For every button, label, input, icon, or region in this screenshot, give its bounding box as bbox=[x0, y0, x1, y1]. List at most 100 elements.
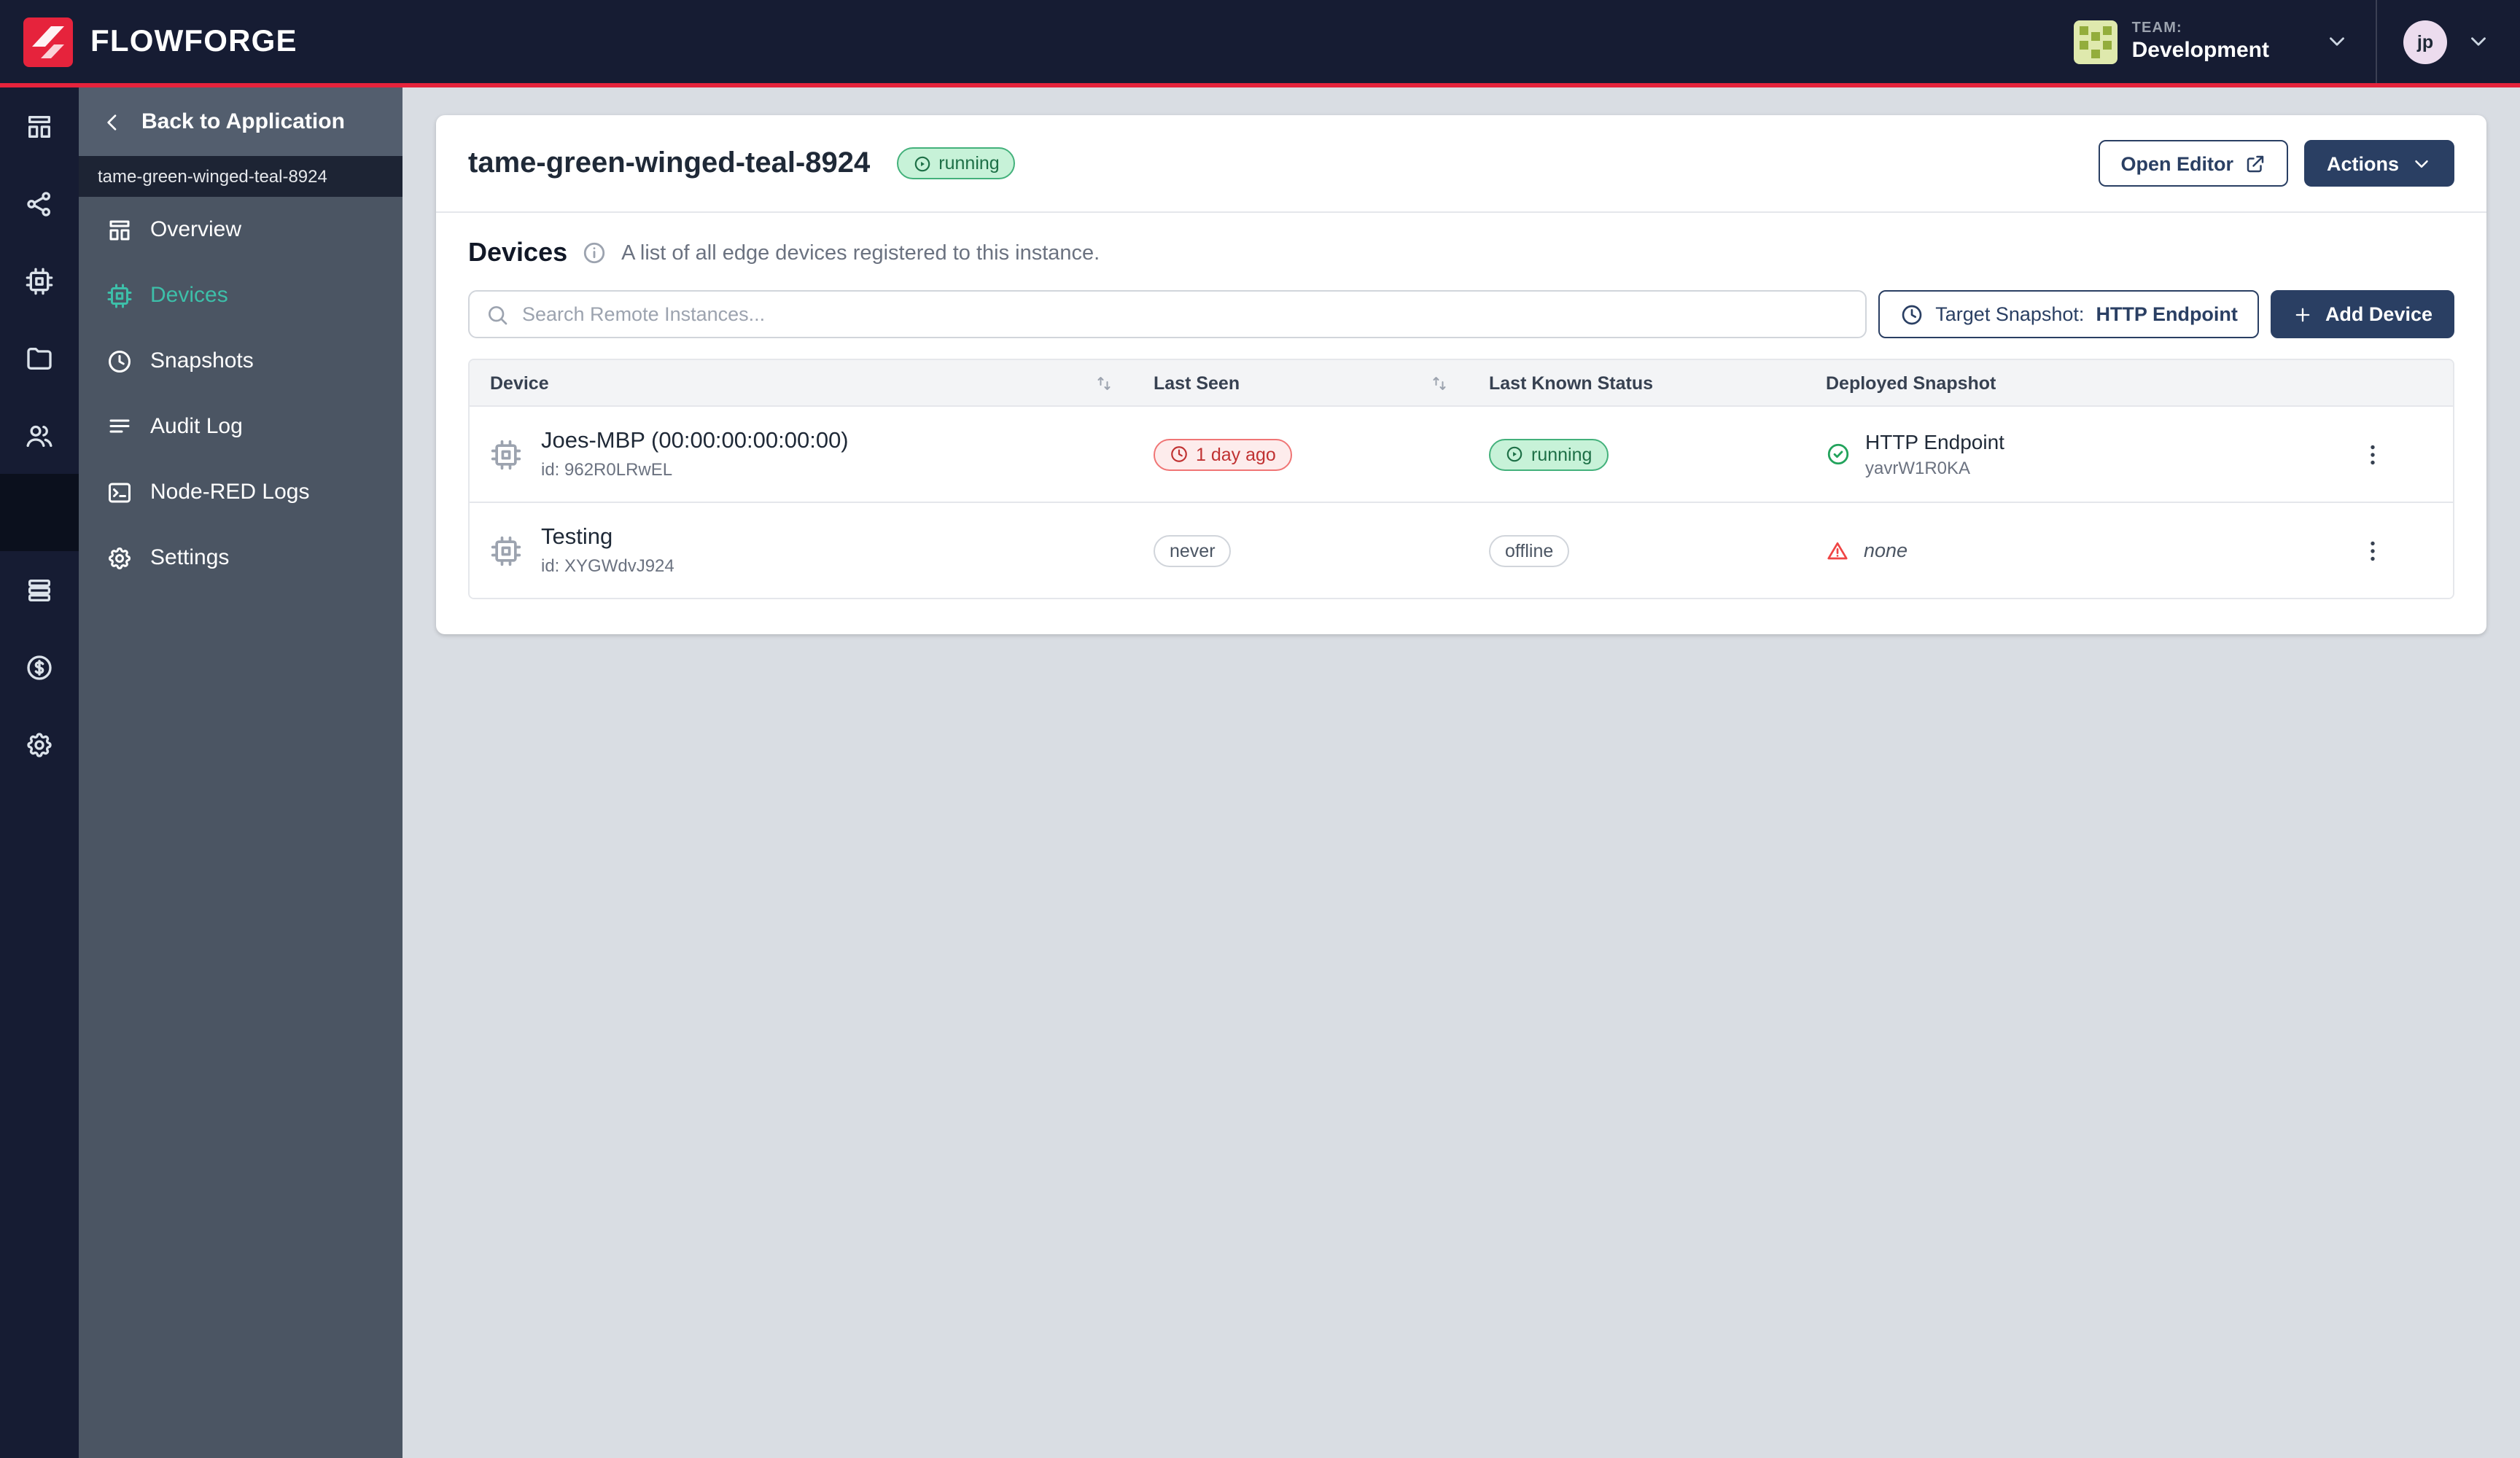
check-circle-icon bbox=[1827, 443, 1849, 465]
add-device-button[interactable]: Add Device bbox=[2271, 290, 2454, 338]
instance-header: tame-green-winged-teal-8924 running Open… bbox=[436, 115, 2486, 213]
device-cell: Testing id: XYGWdvJ924 bbox=[470, 525, 1133, 576]
list-icon bbox=[109, 418, 130, 432]
sidebar-item-label: Node-RED Logs bbox=[150, 480, 310, 504]
sidebar-item-settings[interactable]: Settings bbox=[79, 525, 402, 590]
row-menu-button[interactable] bbox=[2354, 531, 2392, 569]
rail-item-library[interactable] bbox=[0, 319, 79, 397]
sidebar-item-label: Settings bbox=[150, 545, 230, 570]
brand-home-link[interactable]: FLOWFORGE bbox=[23, 17, 298, 66]
deployed-snapshot-cell: HTTP Endpoint yavrW1R0KA bbox=[1805, 430, 2292, 478]
navbar-divider bbox=[2376, 0, 2377, 83]
last-seen-badge: never bbox=[1154, 534, 1232, 566]
actions-button[interactable]: Actions bbox=[2304, 140, 2454, 187]
status-badge: offline bbox=[1489, 534, 1570, 566]
user-menu[interactable]: jp bbox=[2403, 20, 2491, 63]
gear-icon bbox=[109, 547, 131, 569]
header-actions: Open Editor Actions bbox=[2099, 140, 2454, 187]
table-row[interactable]: Joes-MBP (00:00:00:00:00:00) id: 962R0LR… bbox=[470, 405, 2453, 502]
section-head: Devices A list of all edge devices regis… bbox=[468, 238, 2454, 268]
section-title: Devices bbox=[468, 238, 568, 267]
instance-status-label: running bbox=[938, 153, 1000, 174]
section-description: A list of all edge devices registered to… bbox=[621, 241, 1100, 265]
search-input[interactable] bbox=[522, 303, 1850, 325]
sidebar-item-node-red-logs[interactable]: Node-RED Logs bbox=[79, 459, 402, 525]
column-header-last-known-status: Last Known Status bbox=[1489, 373, 1654, 393]
table-row[interactable]: Testing id: XYGWdvJ924 never offline bbox=[470, 502, 2453, 598]
team-name: Development bbox=[2131, 37, 2269, 62]
sidebar-item-snapshots[interactable]: Snapshots bbox=[79, 328, 402, 394]
row-actions-cell bbox=[2292, 435, 2453, 473]
row-actions-cell bbox=[2292, 531, 2453, 569]
play-circle-icon bbox=[1506, 446, 1522, 462]
rail-item-devices[interactable] bbox=[0, 242, 79, 319]
sidebar-item-label: Audit Log bbox=[150, 414, 243, 439]
target-snapshot-button[interactable]: Target Snapshot: HTTP Endpoint bbox=[1878, 290, 2260, 338]
target-snapshot-value: HTTP Endpoint bbox=[2096, 303, 2238, 325]
chevron-down-icon bbox=[2471, 37, 2486, 46]
column-header-deployed-snapshot: Deployed Snapshot bbox=[1826, 373, 1996, 393]
sort-icon bbox=[1433, 376, 1446, 389]
info-icon bbox=[583, 242, 605, 264]
rail-item-members[interactable] bbox=[0, 397, 79, 474]
open-editor-button[interactable]: Open Editor bbox=[2099, 140, 2289, 187]
column-header-last-seen[interactable]: Last Seen bbox=[1133, 360, 1469, 405]
rail-item-billing[interactable] bbox=[0, 628, 79, 706]
sidebar-item-label: Overview bbox=[150, 217, 242, 242]
back-to-application-button[interactable]: Back to Application bbox=[79, 87, 402, 156]
deployed-snapshot-cell: none bbox=[1805, 539, 2292, 562]
rail-item-pipelines[interactable] bbox=[0, 165, 79, 242]
device-name: Testing bbox=[541, 525, 613, 550]
chip-icon bbox=[491, 439, 521, 469]
rail-item-overview[interactable] bbox=[0, 87, 79, 165]
snapshot-name: none bbox=[1864, 539, 1908, 561]
navbar-right: TEAM: Development jp bbox=[2073, 0, 2491, 83]
device-cell: Joes-MBP (00:00:00:00:00:00) id: 962R0LR… bbox=[470, 429, 1133, 480]
sidebar-item-audit-log[interactable]: Audit Log bbox=[79, 394, 402, 459]
play-circle-icon bbox=[914, 155, 930, 171]
instance-status-badge: running bbox=[896, 147, 1016, 179]
rail-active-indicator[interactable] bbox=[0, 474, 79, 551]
plus-icon bbox=[2296, 307, 2311, 321]
chip-icon bbox=[26, 267, 53, 295]
folder-icon bbox=[27, 347, 52, 369]
team-text: TEAM: Development bbox=[2132, 20, 2269, 63]
sidebar: Back to Application tame-green-winged-te… bbox=[79, 87, 402, 1458]
rail-item-resources[interactable] bbox=[0, 551, 79, 628]
chip-icon bbox=[491, 535, 521, 566]
instance-card: tame-green-winged-teal-8924 running Open… bbox=[436, 115, 2486, 634]
brand-name: FLOWFORGE bbox=[90, 24, 298, 58]
template-icon bbox=[109, 219, 130, 240]
team-selector[interactable]: TEAM: Development bbox=[2073, 20, 2349, 63]
stack-icon bbox=[28, 579, 50, 601]
column-header-device[interactable]: Device bbox=[470, 360, 1133, 405]
top-navbar: FLOWFORGE TEAM: Development bbox=[0, 0, 2520, 87]
search-box bbox=[468, 290, 1867, 338]
team-avatar-icon bbox=[2073, 20, 2118, 63]
status-cell: running bbox=[1469, 438, 1805, 470]
row-menu-button[interactable] bbox=[2354, 435, 2392, 473]
devices-toolbar: Target Snapshot: HTTP Endpoint Add Devic… bbox=[468, 290, 2454, 338]
snapshot-id: yavrW1R0KA bbox=[1865, 458, 1971, 478]
last-seen-cell: never bbox=[1133, 534, 1469, 566]
sidebar-item-devices[interactable]: Devices bbox=[79, 262, 402, 328]
search-icon bbox=[489, 305, 508, 324]
sidebar-item-label: Snapshots bbox=[150, 348, 254, 373]
device-name: Joes-MBP (00:00:00:00:00:00) bbox=[541, 429, 849, 453]
last-seen-cell: 1 day ago bbox=[1133, 438, 1469, 470]
user-avatar: jp bbox=[2403, 20, 2447, 63]
status-cell: offline bbox=[1469, 534, 1805, 566]
chevron-down-icon bbox=[2330, 37, 2344, 46]
table-header: Device Last Seen Last Known Status Deplo… bbox=[470, 360, 2453, 405]
back-to-application-label: Back to Application bbox=[141, 109, 345, 134]
currency-dollar-icon bbox=[27, 655, 52, 679]
sidebar-instance-name: tame-green-winged-teal-8924 bbox=[79, 156, 402, 197]
rail-item-settings[interactable] bbox=[0, 706, 79, 783]
grid-icon bbox=[28, 115, 51, 137]
instance-title: tame-green-winged-teal-8924 bbox=[468, 147, 871, 179]
clock-icon bbox=[1902, 304, 1922, 324]
devices-table: Device Last Seen Last Known Status Deplo… bbox=[468, 359, 2454, 599]
sidebar-item-overview[interactable]: Overview bbox=[79, 197, 402, 262]
column-header-actions bbox=[2292, 360, 2453, 405]
